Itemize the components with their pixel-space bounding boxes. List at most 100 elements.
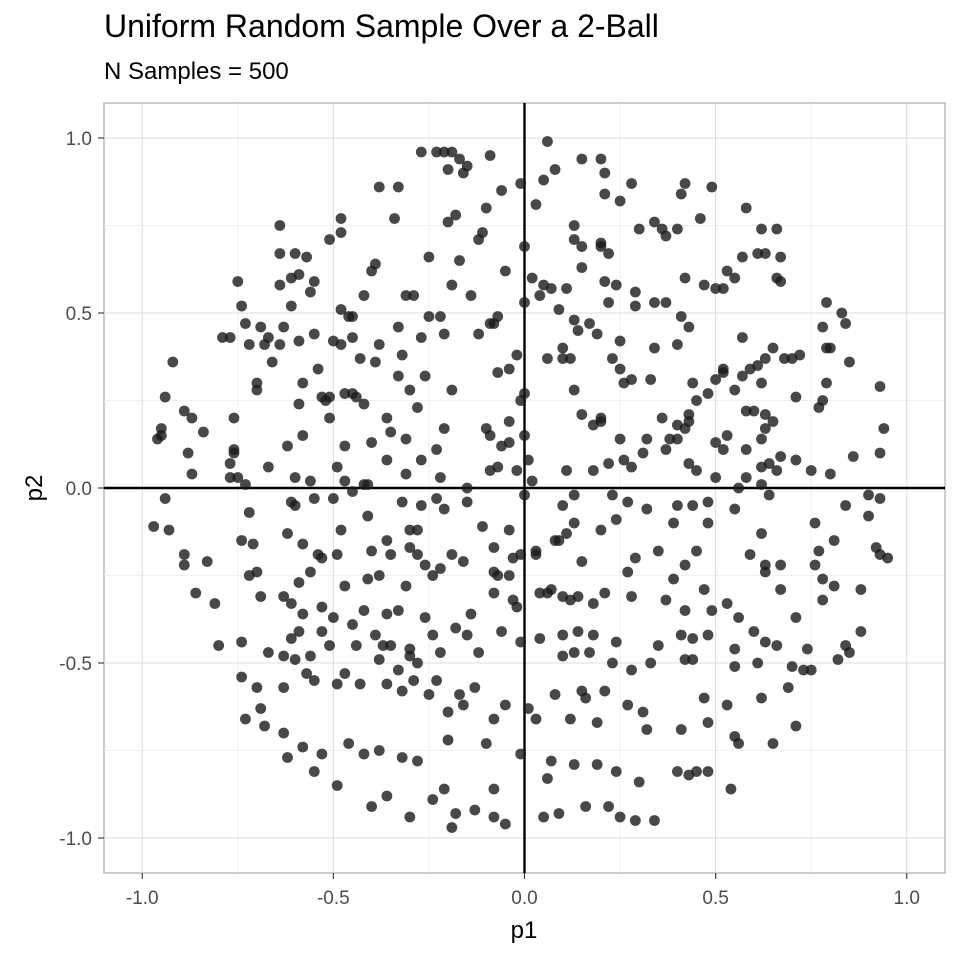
- data-point: [763, 489, 775, 501]
- data-point: [438, 783, 450, 795]
- data-point: [385, 640, 397, 651]
- data-point: [595, 237, 607, 249]
- data-point: [679, 654, 691, 665]
- data-point: [163, 524, 175, 536]
- data-point: [178, 559, 190, 571]
- data-point: [159, 391, 171, 403]
- data-point: [316, 626, 328, 637]
- data-point: [480, 202, 492, 214]
- data-point: [564, 713, 576, 725]
- data-point: [515, 748, 527, 760]
- data-point: [771, 223, 783, 235]
- data-point: [553, 808, 565, 819]
- data-point: [691, 766, 702, 777]
- data-point: [809, 517, 821, 529]
- data-point: [542, 587, 553, 599]
- data-point: [679, 423, 691, 434]
- data-point: [656, 412, 668, 424]
- data-point: [721, 430, 733, 441]
- data-point: [756, 377, 767, 389]
- data-point: [561, 283, 572, 294]
- data-point: [729, 661, 741, 672]
- data-point: [442, 734, 454, 746]
- data-point: [224, 458, 236, 469]
- data-point: [801, 643, 813, 655]
- x-tick-label: 1.0: [894, 888, 920, 909]
- data-point: [370, 629, 381, 641]
- data-point: [285, 300, 297, 312]
- data-point: [262, 461, 274, 473]
- data-point: [752, 657, 764, 669]
- data-point: [515, 178, 527, 189]
- data-point: [435, 311, 446, 322]
- data-point: [767, 738, 779, 749]
- data-point: [331, 780, 343, 791]
- data-point: [530, 199, 542, 210]
- data-point: [358, 398, 370, 410]
- data-point: [779, 353, 790, 364]
- data-point: [824, 468, 836, 480]
- data-point: [301, 668, 313, 679]
- data-point: [882, 552, 894, 564]
- data-point: [817, 395, 829, 406]
- data-point: [863, 510, 874, 522]
- data-point: [629, 815, 641, 826]
- data-point: [775, 276, 787, 287]
- data-point: [461, 629, 473, 641]
- data-point: [790, 391, 802, 403]
- data-point: [568, 234, 580, 245]
- data-point: [595, 153, 607, 165]
- data-point: [672, 223, 683, 235]
- data-point: [595, 412, 607, 424]
- data-point: [626, 591, 637, 602]
- data-point: [603, 458, 614, 469]
- data-point: [607, 489, 618, 501]
- data-point: [484, 150, 496, 161]
- data-point: [282, 440, 293, 452]
- data-point: [763, 458, 775, 469]
- data-point: [756, 223, 767, 235]
- data-point: [557, 342, 569, 354]
- data-point: [813, 545, 825, 557]
- data-point: [492, 367, 504, 378]
- data-point: [335, 213, 347, 224]
- data-point: [568, 220, 580, 231]
- data-point: [297, 377, 309, 389]
- data-point: [809, 559, 821, 571]
- data-point: [691, 395, 702, 406]
- data-point: [675, 311, 687, 322]
- data-point: [511, 349, 523, 361]
- data-point: [240, 318, 251, 329]
- data-point: [561, 465, 572, 476]
- data-point: [576, 262, 588, 273]
- data-point: [599, 587, 611, 599]
- data-point: [362, 573, 374, 585]
- data-point: [717, 367, 729, 378]
- data-point: [503, 524, 515, 536]
- data-point: [637, 706, 649, 718]
- data-point: [729, 272, 741, 284]
- data-point: [236, 300, 248, 312]
- data-point: [366, 437, 377, 448]
- data-point: [392, 664, 404, 676]
- data-point: [821, 297, 832, 308]
- data-point: [358, 605, 370, 616]
- data-point: [817, 594, 829, 606]
- data-point: [438, 423, 450, 434]
- data-point: [534, 290, 546, 301]
- data-point: [308, 493, 320, 504]
- data-point: [213, 640, 225, 651]
- data-point: [519, 241, 530, 252]
- data-point: [863, 489, 874, 501]
- data-point: [354, 678, 366, 690]
- data-point: [775, 559, 787, 571]
- data-point: [725, 783, 737, 795]
- data-point: [438, 146, 450, 158]
- data-point: [771, 640, 783, 651]
- data-point: [610, 514, 622, 525]
- data-point: [794, 349, 806, 361]
- data-point: [775, 251, 787, 263]
- data-point: [649, 216, 660, 228]
- data-point: [373, 745, 385, 756]
- data-point: [568, 647, 580, 658]
